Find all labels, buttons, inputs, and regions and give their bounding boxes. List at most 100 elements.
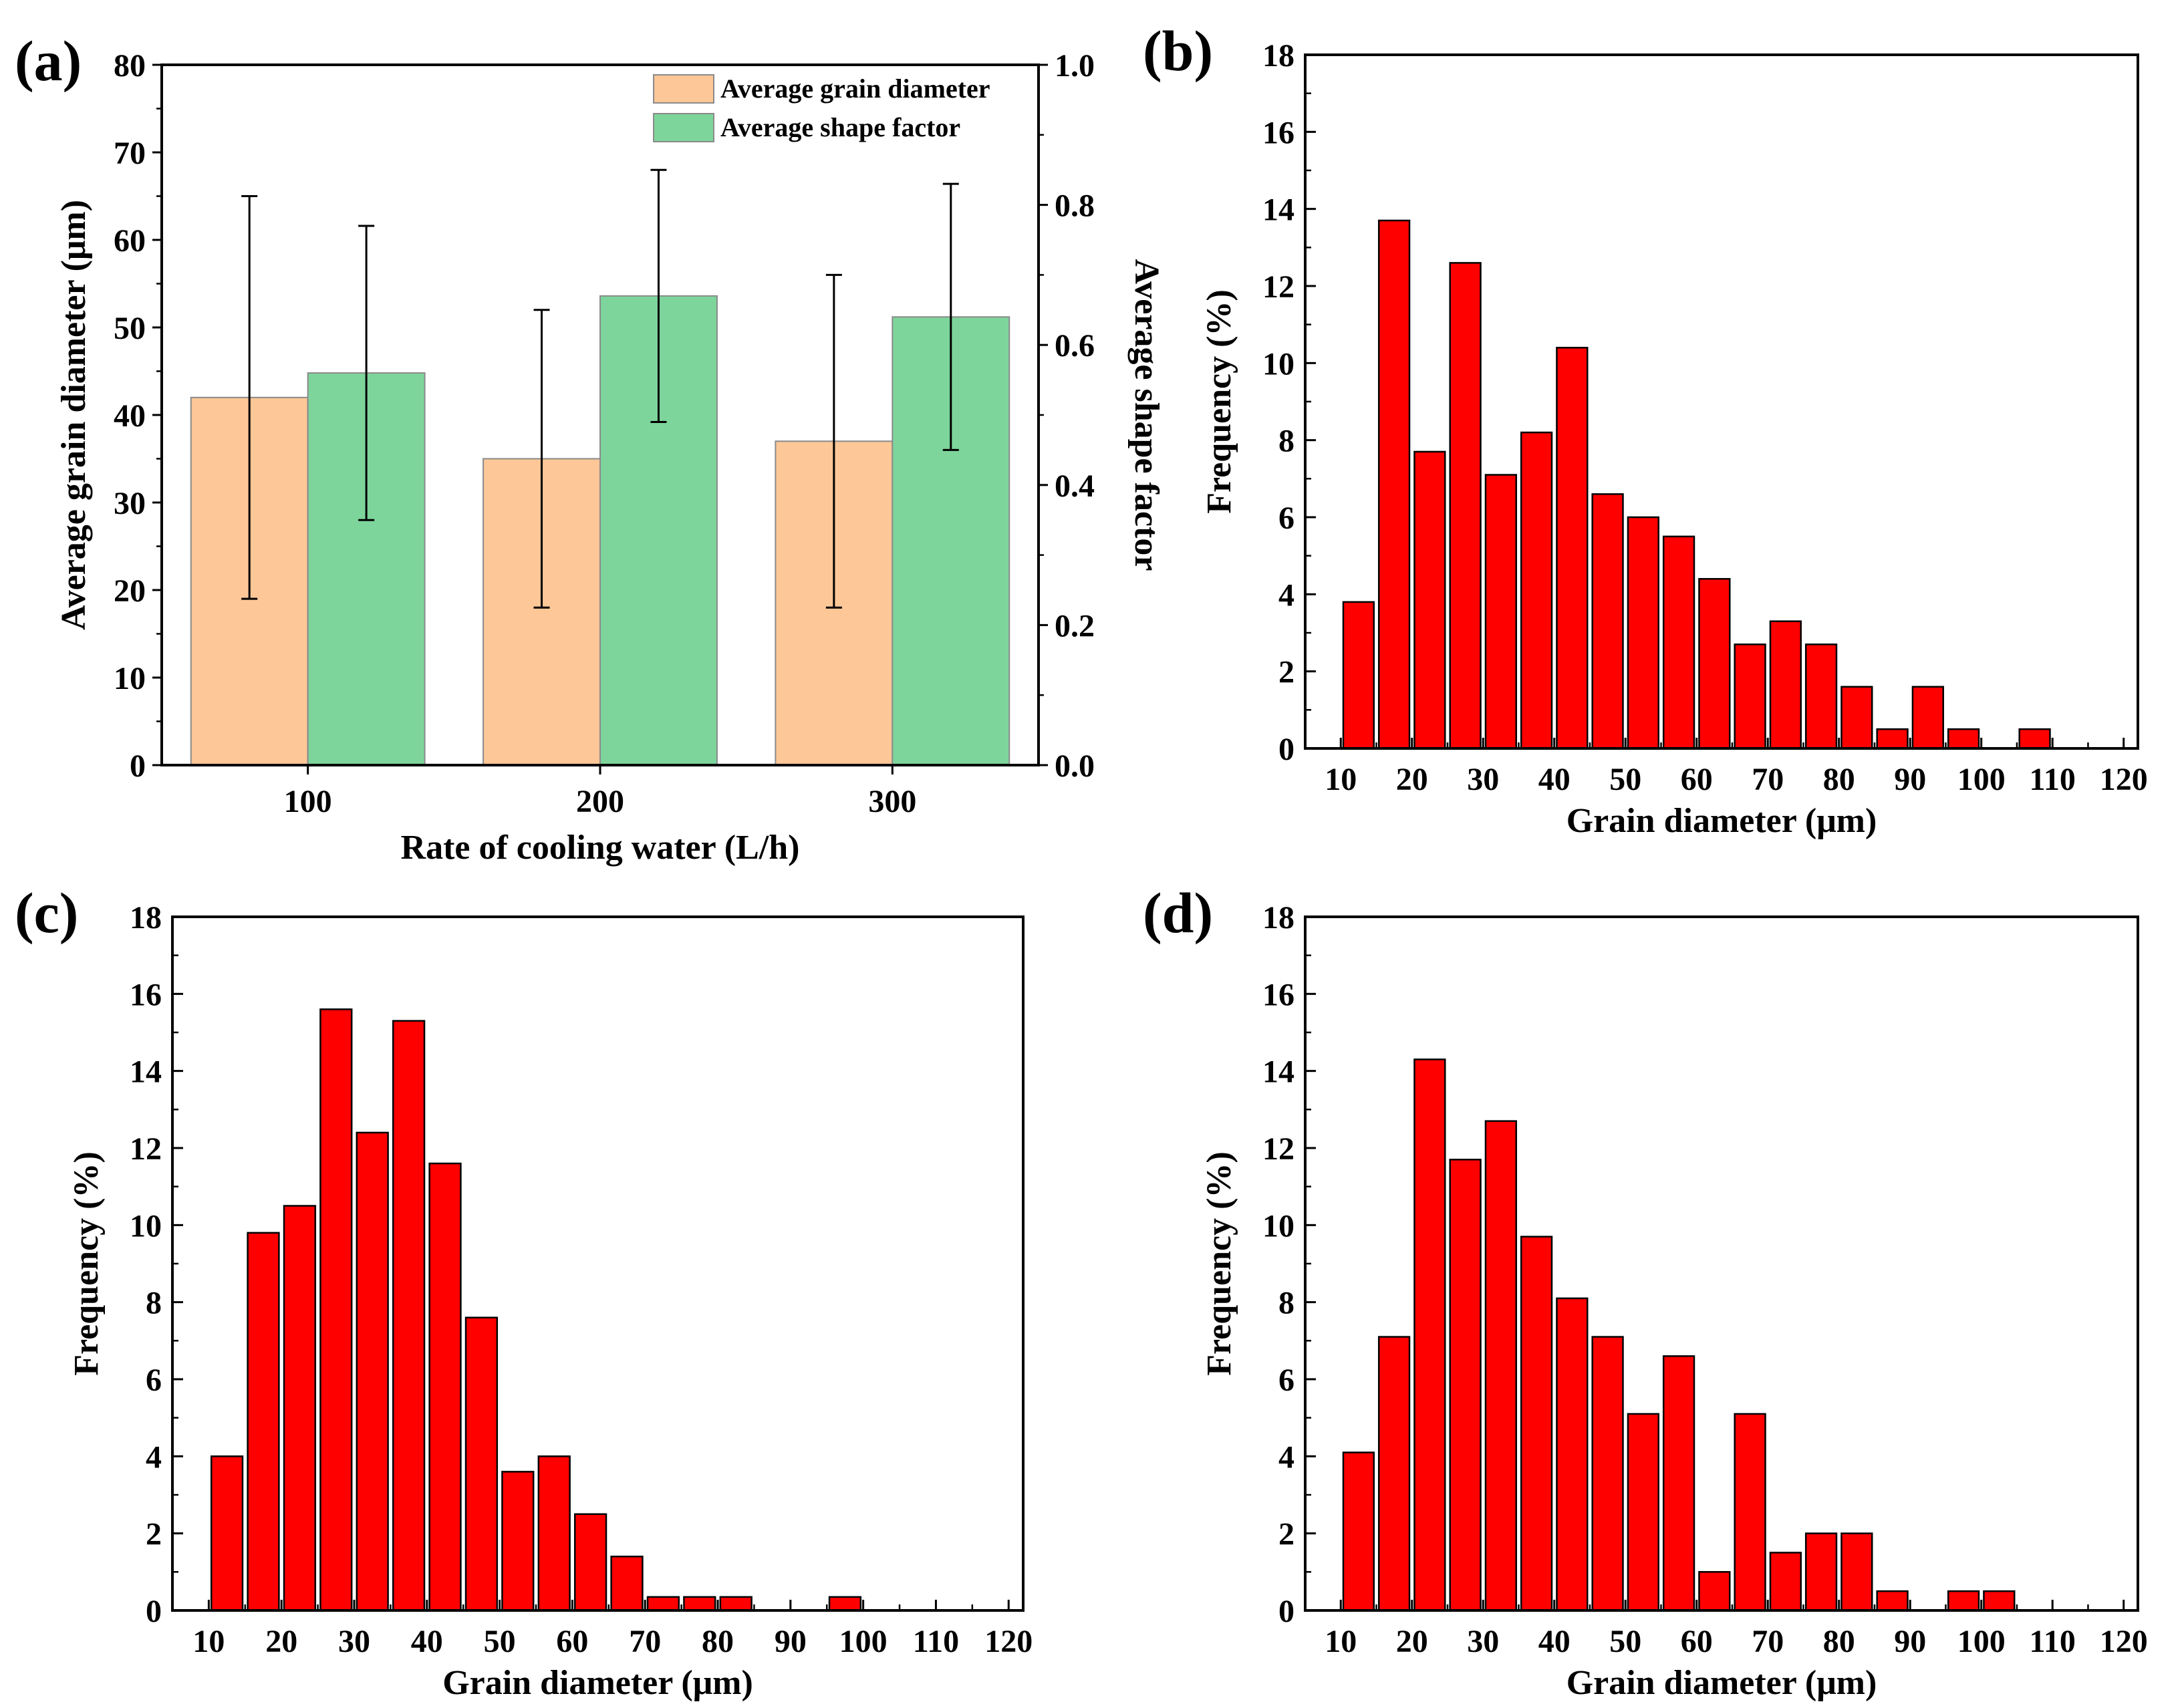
histogram-bar — [828, 1596, 862, 1612]
histogram-panel-c: 0 2 4 6 8 10 12 14 16 18 10 20 30 40 50 60 70 80 90 100 110 1… — [67, 900, 1033, 1702]
histogram-bar — [1840, 1532, 1873, 1612]
x-tick-label: 40 — [411, 1624, 443, 1659]
y-tick-label: 16 — [1262, 115, 1294, 150]
bar-panel-a: 100 200 300 0 10 20 30 40 50 60 70 80 0.0 0.2 0.4 0.6 0.… — [55, 48, 1166, 867]
x-tick-label: 110 — [913, 1624, 959, 1659]
x-tick-label: 60 — [1681, 1624, 1713, 1659]
histogram-bar — [1769, 620, 1802, 750]
y-tick-label: 18 — [1262, 38, 1294, 74]
histogram-bar — [1734, 1413, 1766, 1612]
histogram-bar — [210, 1455, 244, 1612]
histogram-bar — [1804, 1532, 1838, 1612]
histogram-bar — [319, 1008, 353, 1612]
legend-swatch-grain — [653, 74, 714, 104]
y-tick-label: 16 — [130, 977, 162, 1012]
histogram-bar — [1413, 450, 1446, 750]
x-tick-label: 20 — [265, 1624, 297, 1659]
y-tick-label: 8 — [1278, 1286, 1294, 1321]
histogram-bar — [2018, 728, 2051, 750]
panel-label-c: (c) — [15, 881, 78, 945]
x-tick-label: 120 — [984, 1624, 1033, 1659]
y-tick-label: 4 — [1278, 577, 1294, 613]
histogram-bar — [1627, 1413, 1660, 1612]
x-tick-label: 90 — [1894, 762, 1926, 797]
x-tick-label: 80 — [1823, 762, 1855, 797]
histogram-bar — [1840, 686, 1873, 750]
x-tick-label: 10 — [192, 1624, 225, 1659]
x-tick-label: 70 — [1752, 1624, 1784, 1659]
y2-tick-label: 0.6 — [1055, 328, 1095, 364]
histogram-bar — [1556, 1297, 1589, 1612]
x-tick-label: 70 — [629, 1624, 661, 1659]
x-tick-label: 90 — [1894, 1624, 1926, 1659]
x-tick-label: 50 — [1609, 762, 1641, 797]
y-tick-label: 30 — [114, 486, 146, 521]
x-tick-label: 300 — [868, 784, 916, 819]
y-tick-label: 10 — [1262, 1208, 1294, 1244]
x-tick-label: 200 — [576, 784, 624, 819]
y-tick-label: 10 — [114, 661, 146, 696]
x-tick-label: 100 — [284, 784, 332, 819]
legend-label-shape: Average shape factor — [720, 112, 960, 142]
histogram-bar — [1377, 219, 1411, 750]
histogram-bar — [1449, 1159, 1482, 1612]
y-tick-label: 10 — [1262, 346, 1294, 382]
y-tick-label: 12 — [1262, 1131, 1294, 1167]
histogram-bar — [1520, 431, 1553, 750]
y-tick-label: 0 — [130, 748, 146, 784]
histogram-bar — [537, 1455, 571, 1612]
y2-tick-label: 0.8 — [1055, 188, 1095, 224]
y-tick-label: 0 — [146, 1594, 162, 1629]
x-tick-label: 90 — [775, 1624, 807, 1659]
histogram-bar — [1911, 686, 1944, 750]
x-tick-label: 10 — [1325, 762, 1357, 797]
y2-tick-label: 1.0 — [1055, 48, 1095, 84]
y-tick-label: 6 — [146, 1363, 162, 1398]
y-tick-label: 2 — [146, 1517, 162, 1552]
histogram-bar — [1876, 1590, 1909, 1612]
histogram-bar — [1627, 516, 1660, 750]
histogram-bar — [1734, 644, 1766, 750]
x-tick-label: 120 — [2100, 1624, 2148, 1659]
histogram-bar — [1662, 1355, 1695, 1612]
x-tick-label: 10 — [1325, 1624, 1357, 1659]
y-tick-label: 18 — [130, 900, 162, 936]
histogram-bar — [356, 1131, 389, 1612]
y-tick-label: 80 — [114, 48, 146, 84]
x-tick-label: 40 — [1538, 1624, 1571, 1659]
x-axis-title: Rate of cooling water (L/h) — [401, 829, 800, 867]
x-tick-label: 20 — [1396, 1624, 1428, 1659]
y-tick-label: 6 — [1278, 1363, 1294, 1398]
x-axis-title: Grain diameter (μm) — [1566, 1664, 1877, 1702]
x-tick-label: 100 — [1957, 762, 2006, 797]
histogram-bar — [1947, 728, 1980, 750]
y-tick-label: 12 — [1262, 269, 1294, 305]
x-tick-label: 30 — [1467, 1624, 1499, 1659]
x-axis-title: Grain diameter (μm) — [442, 1664, 753, 1702]
histogram-bar — [1876, 728, 1909, 750]
histogram-bar — [1484, 1120, 1518, 1612]
y-tick-label: 40 — [114, 398, 146, 434]
histogram-bar — [610, 1556, 644, 1612]
y-tick-label: 0 — [1278, 732, 1294, 767]
x-tick-label: 100 — [839, 1624, 888, 1659]
y-tick-label: 60 — [114, 223, 146, 259]
x-tick-label: 60 — [1681, 762, 1713, 797]
y-tick-label: 18 — [1262, 900, 1294, 936]
histogram-bar — [283, 1205, 317, 1612]
x-tick-label: 40 — [1538, 762, 1571, 797]
y-tick-label: 12 — [130, 1131, 162, 1167]
y-tick-label: 14 — [130, 1054, 162, 1090]
y-axis-title: Average grain diameter (μm) — [55, 200, 93, 630]
y-tick-label: 50 — [114, 311, 146, 346]
x-tick-label: 30 — [1467, 762, 1499, 797]
histogram-bar — [1556, 347, 1589, 750]
histogram-bar — [683, 1596, 716, 1612]
histogram-bar — [719, 1596, 753, 1612]
histogram-bar — [1591, 1336, 1624, 1612]
x-tick-label: 110 — [2030, 762, 2076, 797]
y-tick-label: 14 — [1262, 192, 1294, 228]
y-tick-label: 16 — [1262, 977, 1294, 1012]
y2-axis-title: Average shape factor — [1127, 259, 1166, 571]
histogram-bar — [1698, 578, 1731, 750]
